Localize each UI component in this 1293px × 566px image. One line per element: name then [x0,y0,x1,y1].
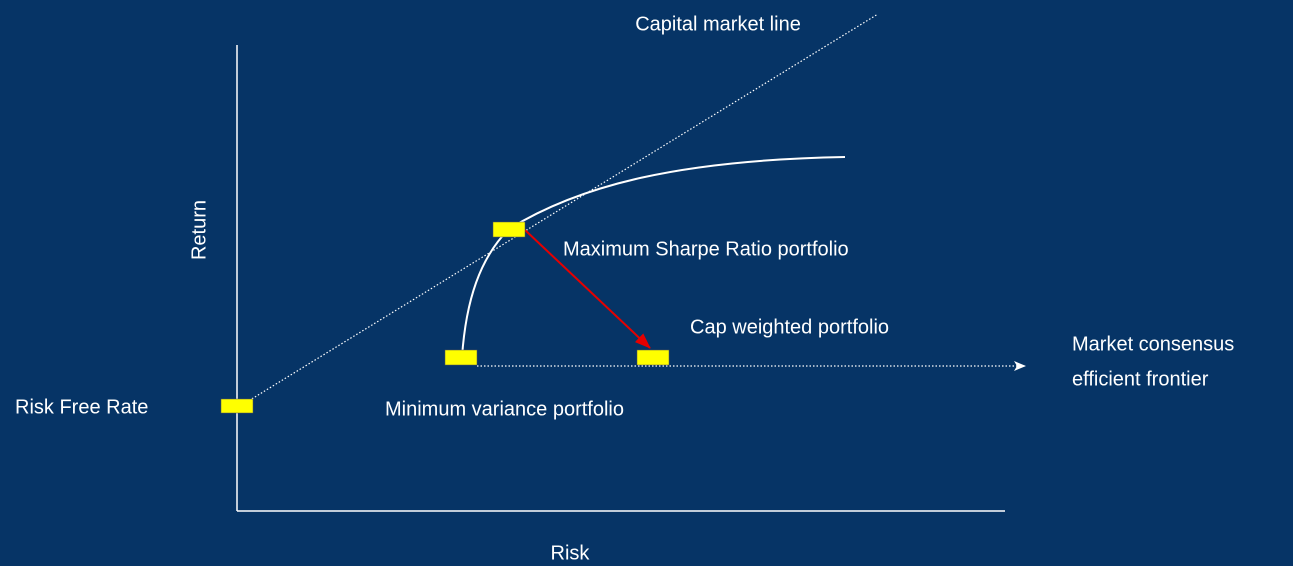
y-axis-label: Return [188,200,210,260]
risk-free-label: Risk Free Rate [15,396,148,418]
consensus-label: Market consensus [1072,333,1234,355]
min-variance-label: Minimum variance portfolio [385,398,624,420]
cap-weighted-label: Cap weighted portfolio [690,316,889,338]
x-axis-label: Risk [551,542,591,564]
point-marker [220,398,254,414]
point-marker [492,221,526,238]
cml-label: Capital market line [635,13,801,35]
capital-market-line [236,13,879,409]
point-marker [444,349,478,366]
shift-arrow [524,229,651,349]
consensus-label: efficient frontier [1072,368,1209,390]
max-sharpe-label: Maximum Sharpe Ratio portfolio [563,238,849,260]
efficient-frontier [461,156,846,358]
point-marker [636,349,670,366]
